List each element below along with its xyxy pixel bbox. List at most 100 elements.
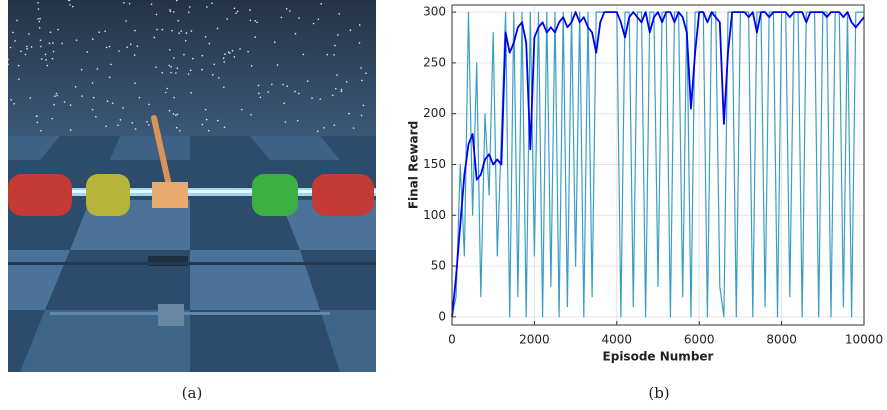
star	[361, 80, 363, 82]
y-tick-label: 50	[431, 259, 446, 273]
star	[206, 6, 208, 8]
star	[41, 58, 43, 60]
star	[51, 118, 53, 120]
star	[57, 29, 59, 31]
star	[47, 65, 49, 67]
star	[110, 64, 112, 66]
star	[212, 74, 214, 76]
star	[191, 30, 193, 32]
star	[192, 58, 194, 60]
star	[26, 48, 28, 50]
star	[72, 6, 74, 8]
star	[190, 92, 192, 94]
star	[179, 130, 181, 132]
star	[29, 97, 31, 99]
star	[45, 54, 47, 56]
star	[350, 29, 352, 31]
cartpole-render	[7, 0, 376, 372]
star	[254, 20, 256, 22]
star	[313, 23, 315, 25]
star	[106, 47, 108, 49]
star	[28, 33, 30, 35]
star	[188, 11, 190, 13]
star	[260, 97, 262, 99]
star	[154, 37, 156, 39]
star	[363, 105, 365, 107]
y-tick-label: 0	[438, 309, 446, 323]
star	[168, 65, 170, 67]
star	[148, 124, 150, 126]
star	[177, 67, 179, 69]
star	[13, 103, 15, 105]
star	[201, 69, 203, 71]
star	[346, 81, 348, 83]
star	[134, 30, 136, 32]
star	[76, 39, 78, 41]
star	[135, 128, 137, 130]
star	[365, 72, 367, 74]
star	[298, 93, 300, 95]
star	[57, 95, 59, 97]
star	[361, 115, 363, 117]
star	[173, 57, 175, 59]
star	[37, 121, 39, 123]
star	[173, 11, 175, 13]
star	[109, 46, 111, 48]
star	[25, 54, 27, 56]
star	[283, 102, 285, 104]
star	[112, 102, 114, 104]
star	[267, 91, 269, 93]
star	[10, 99, 12, 101]
star	[180, 30, 182, 32]
star	[98, 31, 100, 33]
star	[213, 64, 215, 66]
star	[294, 91, 296, 93]
y-tick-label: 250	[423, 55, 446, 69]
star	[319, 98, 321, 100]
star	[353, 127, 355, 129]
star	[218, 77, 220, 79]
star	[326, 54, 328, 56]
star	[20, 51, 22, 53]
star	[256, 21, 258, 23]
x-tick-label: 0	[448, 333, 456, 347]
star	[18, 78, 20, 80]
star	[118, 50, 120, 52]
star	[120, 119, 122, 121]
star	[50, 31, 52, 33]
star	[202, 124, 204, 126]
star	[122, 107, 124, 109]
star	[177, 20, 179, 22]
star	[282, 84, 284, 86]
star	[40, 39, 42, 41]
star	[224, 53, 226, 55]
star	[237, 11, 239, 13]
star	[250, 20, 252, 22]
star	[137, 45, 139, 47]
star	[241, 109, 243, 111]
star	[155, 67, 157, 69]
star	[341, 89, 343, 91]
star	[258, 85, 260, 87]
star	[166, 88, 168, 90]
star	[151, 3, 153, 5]
star	[223, 86, 225, 88]
star	[333, 54, 335, 56]
star	[223, 61, 225, 63]
star	[123, 2, 125, 4]
star	[86, 51, 88, 53]
star	[318, 18, 320, 20]
star	[139, 97, 141, 99]
star	[54, 95, 56, 97]
star	[307, 80, 309, 82]
star	[234, 8, 236, 10]
star	[178, 32, 180, 34]
star	[162, 29, 164, 31]
star	[323, 127, 325, 129]
star	[170, 66, 172, 68]
star	[281, 17, 283, 19]
star	[38, 8, 40, 10]
star	[75, 86, 77, 88]
star	[171, 30, 173, 32]
star	[12, 32, 14, 34]
